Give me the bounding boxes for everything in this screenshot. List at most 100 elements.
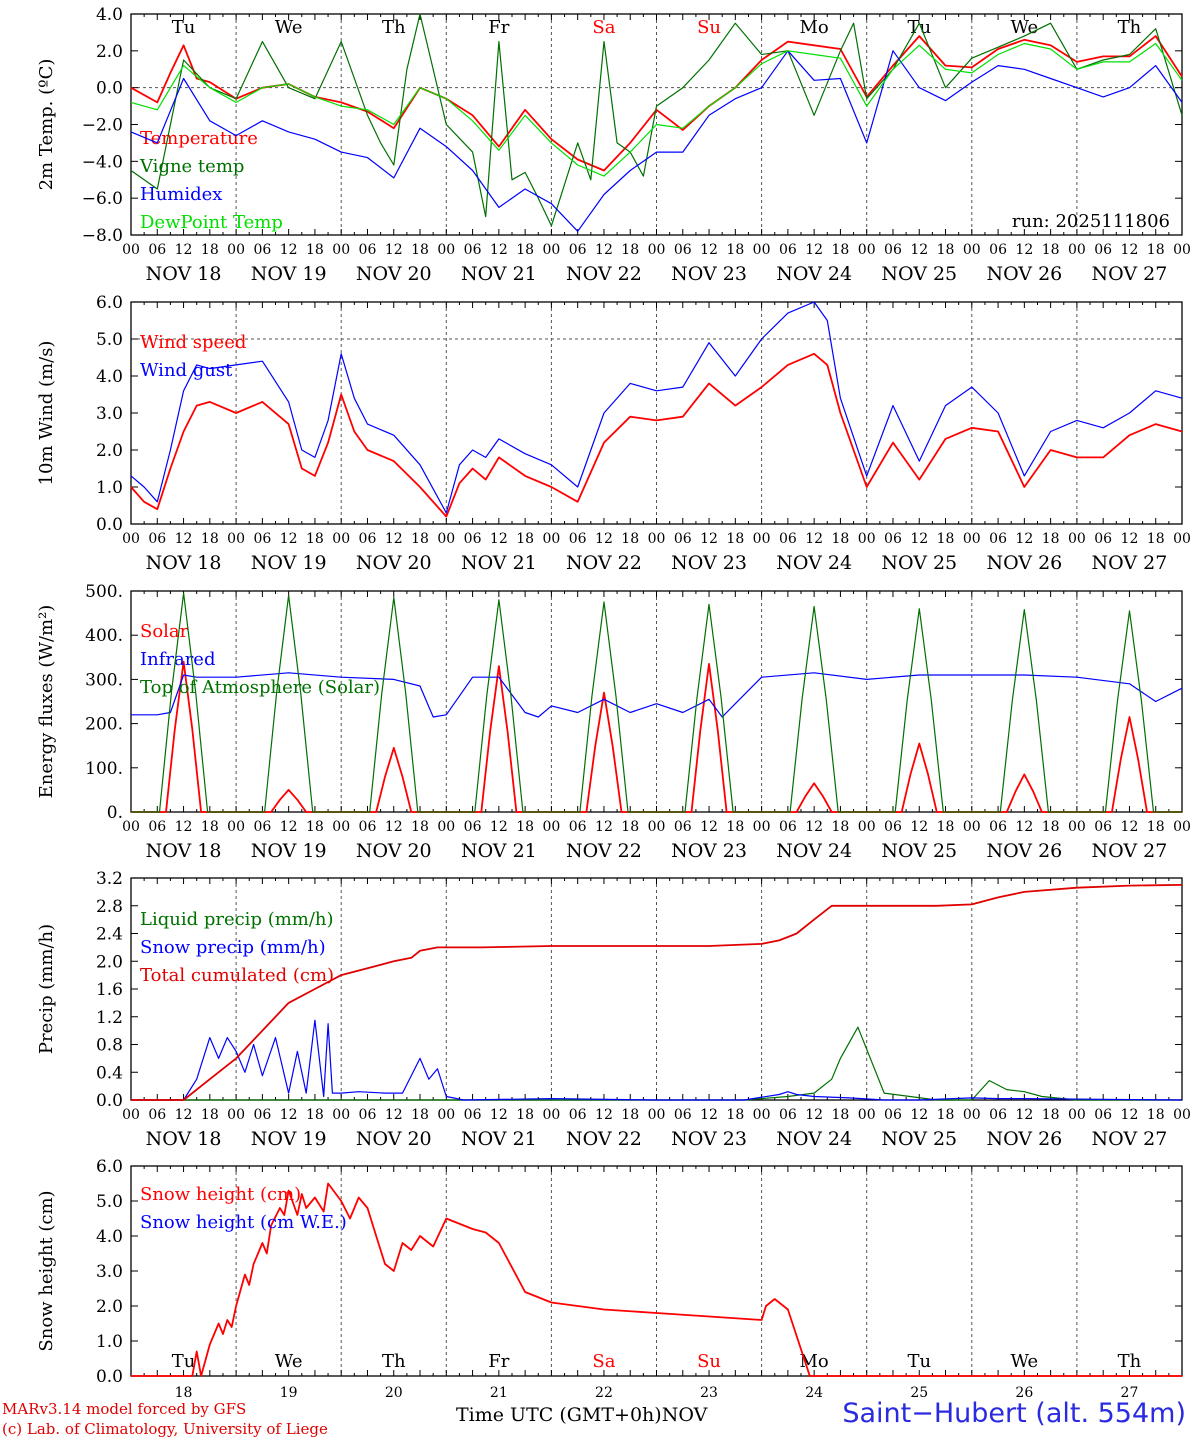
hour-label: 00 <box>1173 1107 1191 1123</box>
date-label: NOV 25 <box>881 263 957 285</box>
hour-label: 18 <box>1042 819 1060 835</box>
day-number-label: 21 <box>490 1385 508 1401</box>
day-name-label: Tu <box>907 17 931 38</box>
hour-label: 00 <box>542 819 560 835</box>
hour-label: 12 <box>700 819 718 835</box>
hour-label: 18 <box>832 1107 850 1123</box>
hour-label: 06 <box>1094 1107 1112 1123</box>
day-name-label: Fr <box>488 17 509 38</box>
hour-label: 06 <box>359 1107 377 1123</box>
hour-label: 00 <box>1173 242 1191 258</box>
hour-label: 18 <box>726 242 744 258</box>
hour-label: 18 <box>1147 819 1165 835</box>
hour-label: 06 <box>674 531 692 547</box>
hour-label: 18 <box>1147 242 1165 258</box>
y-tick-label: 4.0 <box>96 1227 123 1247</box>
series-line-dewpoint-temp <box>130 42 1183 177</box>
y-tick-label: 3.0 <box>96 404 123 424</box>
hour-label: 18 <box>411 242 429 258</box>
panel-4: 3.2 2.8 2.4 2.0 1.6 1.2 0.8 0.4 0.0 Precip (mm/h)… <box>36 869 1191 1150</box>
hour-label: 12 <box>280 531 298 547</box>
y-tick-label: 1.0 <box>96 478 123 498</box>
legend-entry: Top of Atmosphere (Solar) <box>140 677 380 698</box>
y-tick-label: 4.0 <box>96 5 123 25</box>
hour-label: 18 <box>516 1107 534 1123</box>
hour-label: 12 <box>280 1107 298 1123</box>
hour-label: 12 <box>175 242 193 258</box>
hour-label: 18 <box>306 242 324 258</box>
hour-label: 00 <box>542 531 560 547</box>
hour-label: 00 <box>753 242 771 258</box>
hour-label: 18 <box>621 242 639 258</box>
hour-label: 06 <box>148 242 166 258</box>
hour-label: 18 <box>516 242 534 258</box>
hour-label: 06 <box>253 819 271 835</box>
day-number-label: 22 <box>595 1385 613 1401</box>
y-tick-label: 1.2 <box>96 1008 123 1028</box>
hour-label: 12 <box>175 1107 193 1123</box>
date-label: NOV 27 <box>1092 1128 1168 1150</box>
y-tick-label: 2.8 <box>96 897 123 917</box>
date-label: NOV 19 <box>251 1128 327 1150</box>
hour-label: 12 <box>175 819 193 835</box>
y-tick-label: 5.0 <box>96 1192 123 1212</box>
hour-label: 00 <box>648 242 666 258</box>
hour-label: 18 <box>306 1107 324 1123</box>
hour-label: 18 <box>832 819 850 835</box>
date-label: NOV 18 <box>146 263 222 285</box>
y-tick-label: 100. <box>85 759 123 779</box>
hour-label: 18 <box>1147 531 1165 547</box>
y-tick-label: 6.0 <box>96 293 123 313</box>
hour-label: 12 <box>490 1107 508 1123</box>
hour-label: 00 <box>122 1107 140 1123</box>
hour-label: 00 <box>963 819 981 835</box>
date-label: NOV 21 <box>461 840 537 862</box>
hour-label: 00 <box>648 819 666 835</box>
hour-label: 06 <box>253 1107 271 1123</box>
day-name-label: Su <box>697 17 721 38</box>
y-tick-label: −6.0 <box>82 189 123 209</box>
y-tick-label: 0. <box>107 803 123 823</box>
hour-label: 06 <box>148 1107 166 1123</box>
hour-label: 06 <box>569 819 587 835</box>
series-line-wind-speed <box>130 352 1183 518</box>
y-tick-label: 0.0 <box>96 1367 123 1387</box>
series-line-humidex <box>130 50 1183 232</box>
legend-entry: Snow height (cm) <box>140 1184 301 1205</box>
date-label: NOV 25 <box>881 1128 957 1150</box>
series-line-top-of-atmosphere-solar- <box>131 592 1182 813</box>
day-number-label: 26 <box>1015 1385 1033 1401</box>
hour-label: 06 <box>779 242 797 258</box>
hour-label: 00 <box>1068 1107 1086 1123</box>
legend-entry: Wind gust <box>140 360 233 381</box>
hour-label: 06 <box>989 819 1007 835</box>
legend-entry: Snow precip (mm/h) <box>140 937 326 958</box>
y-tick-label: 0.0 <box>96 515 123 535</box>
hour-label: 18 <box>726 531 744 547</box>
date-label: NOV 19 <box>251 552 327 574</box>
hour-label: 18 <box>937 819 955 835</box>
hour-label: 00 <box>332 242 350 258</box>
hour-label: 18 <box>621 819 639 835</box>
hour-label: 00 <box>1068 242 1086 258</box>
y-axis-label: Energy fluxes (W/m²) <box>36 605 57 799</box>
y-axis-label: Precip (mm/h) <box>36 924 57 1054</box>
date-label: NOV 27 <box>1092 263 1168 285</box>
day-name-label: Th <box>1118 1351 1142 1372</box>
y-tick-label: 400. <box>85 626 123 646</box>
day-name-label: Th <box>382 17 406 38</box>
series-line-snow-height-cm- <box>131 1182 1182 1377</box>
hour-label: 12 <box>805 819 823 835</box>
hour-label: 12 <box>805 1107 823 1123</box>
hour-label: 18 <box>516 819 534 835</box>
day-name-label: We <box>1011 17 1039 38</box>
hour-label: 18 <box>201 1107 219 1123</box>
date-label: NOV 23 <box>671 840 747 862</box>
hour-label: 00 <box>437 531 455 547</box>
y-tick-label: 3.2 <box>96 869 123 889</box>
day-name-label: Su <box>697 1351 721 1372</box>
hour-label: 12 <box>805 242 823 258</box>
day-name-label: Tu <box>172 1351 196 1372</box>
hour-label: 12 <box>910 819 928 835</box>
y-tick-label: −4.0 <box>82 152 123 172</box>
